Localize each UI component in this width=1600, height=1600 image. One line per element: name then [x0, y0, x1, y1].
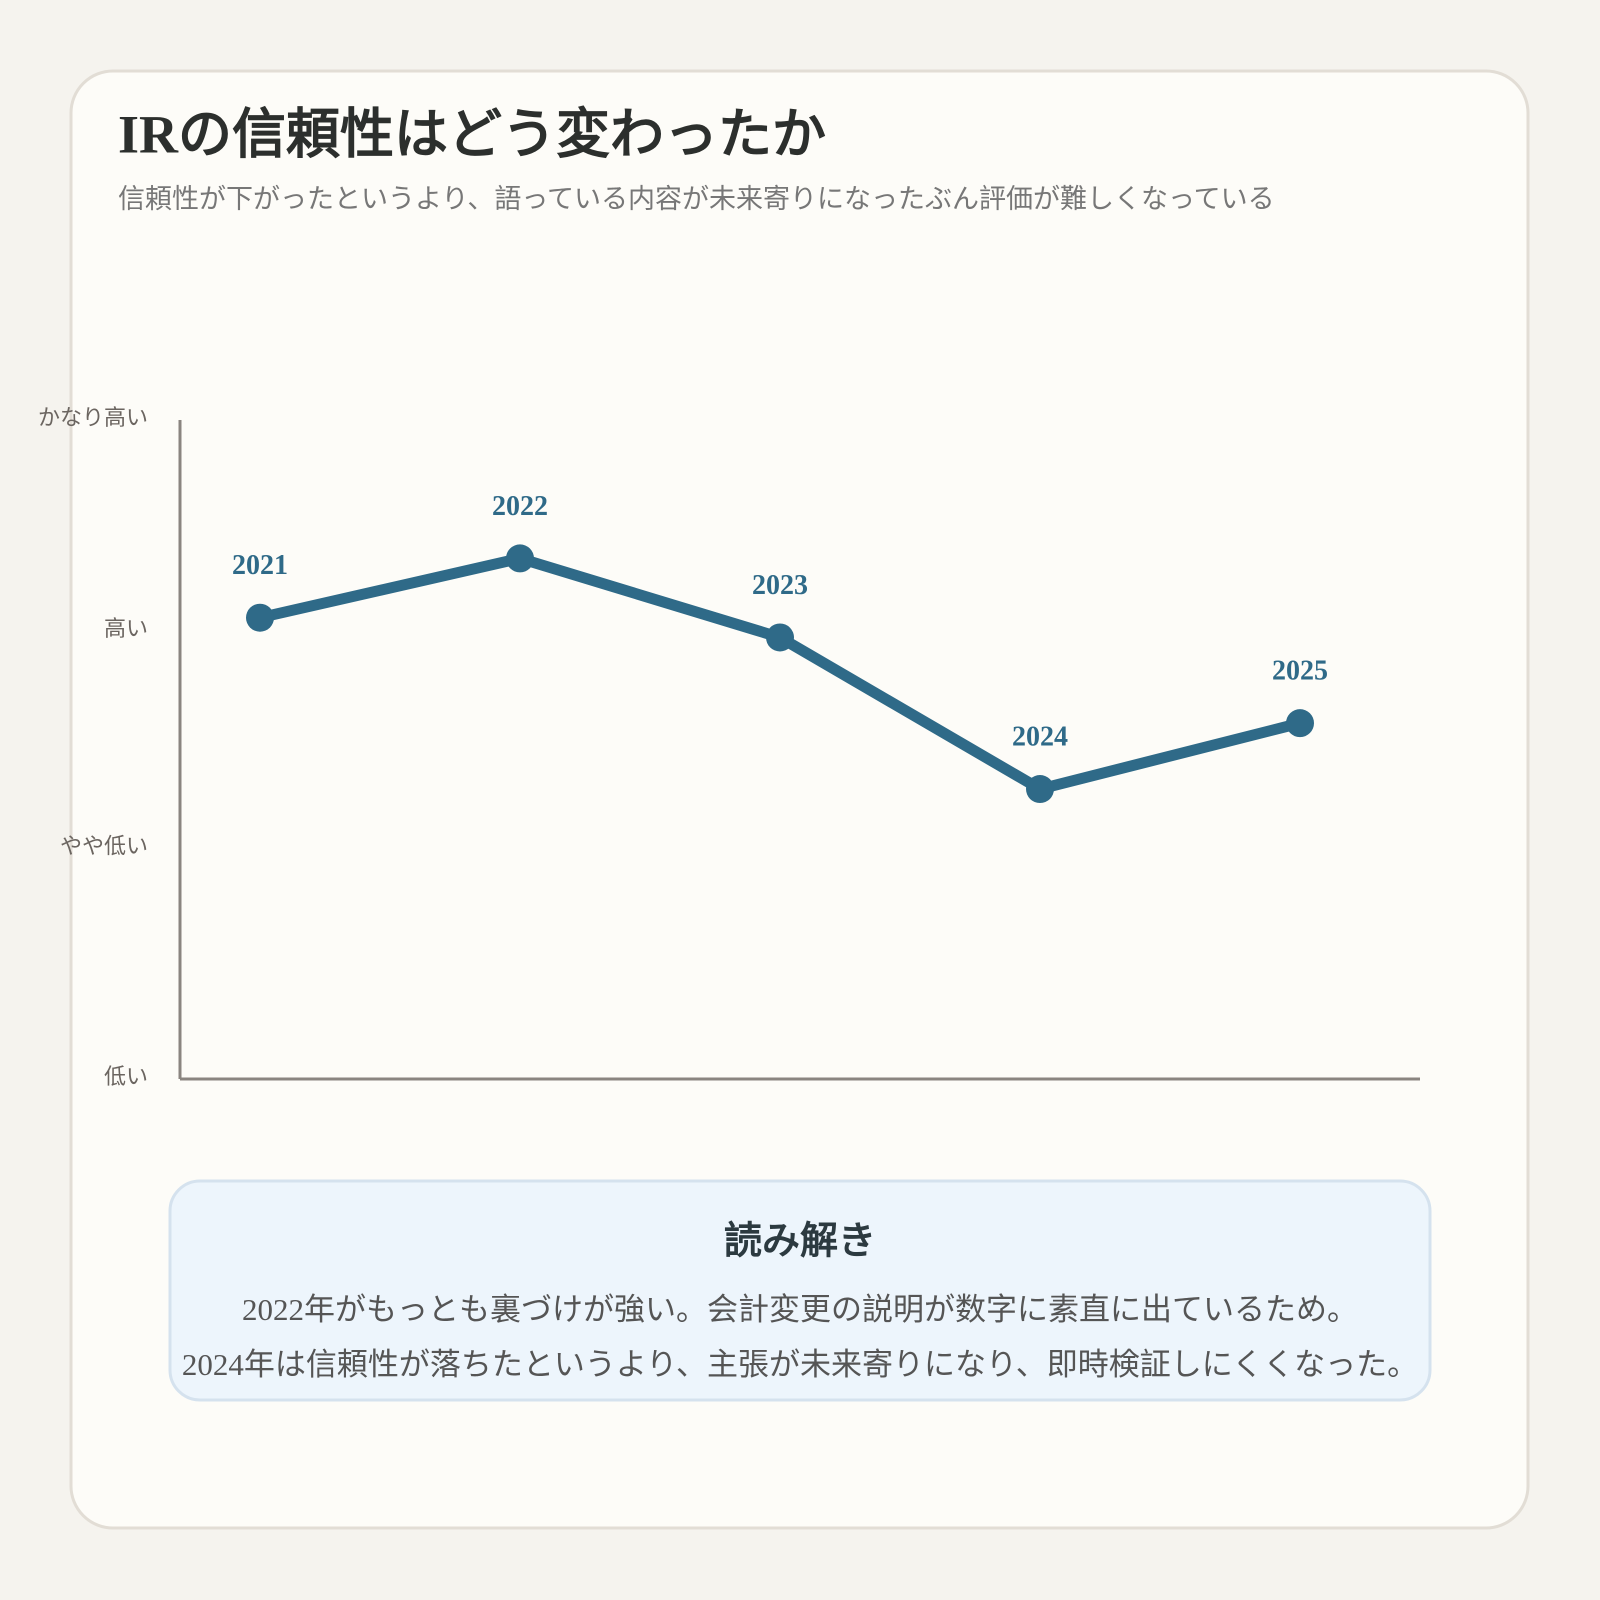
- point-label: 2021: [232, 550, 288, 581]
- point-label: 2025: [1272, 656, 1328, 687]
- y-tick-label: 高い: [104, 616, 148, 641]
- point: [766, 623, 794, 652]
- y-tick-label: かなり高い: [38, 405, 148, 430]
- chart-title: IRの信頼性はどう変わったか: [118, 104, 826, 164]
- point: [506, 544, 534, 573]
- chart-subtitle: 信頼性が下がったというより、語っている内容が未来寄りになったぶん評価が難しくなっ…: [118, 184, 1275, 214]
- note-box: [168, 1179, 1432, 1402]
- note-title: 読み解き: [724, 1221, 876, 1263]
- point: [246, 603, 274, 632]
- y-tick-label: やや低い: [60, 833, 148, 858]
- point-label: 2022: [492, 491, 548, 522]
- point-label: 2024: [1012, 721, 1068, 752]
- point: [1286, 709, 1314, 738]
- card: [69, 69, 1530, 1530]
- note-line: 2024年は信頼性が落ちたというより、主張が未来寄りになり、即時検証しにくくなっ…: [182, 1347, 1418, 1382]
- point: [1026, 775, 1054, 804]
- y-tick-label: 低い: [104, 1064, 148, 1089]
- note-line: 2022年がもっとも裏づけが強い。会計変更の説明が数字に素直に出ているため。: [242, 1292, 1358, 1327]
- point-label: 2023: [752, 570, 808, 601]
